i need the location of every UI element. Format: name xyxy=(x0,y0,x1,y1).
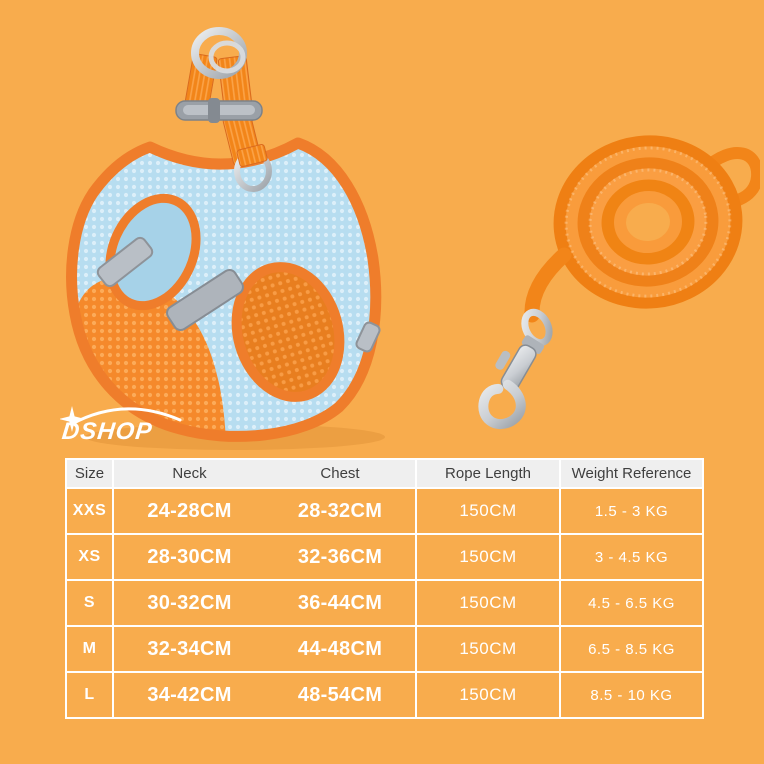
harness-photo xyxy=(50,15,400,450)
weight-cell: 8.5 - 10 KG xyxy=(559,671,704,719)
size-chart-table: Size Neck Chest Rope Length Weight Refer… xyxy=(65,458,704,719)
chest-cell: 32-36CM xyxy=(265,533,417,581)
logo-star-icon xyxy=(60,406,85,432)
col-header-size: Size xyxy=(65,458,114,489)
chest-cell: 48-54CM xyxy=(265,671,417,719)
weight-cell: 3 - 4.5 KG xyxy=(559,533,704,581)
reflective-strip xyxy=(96,236,381,353)
table-row-l: L 34-42CM 48-54CM 150CM 8.5 - 10 KG xyxy=(65,671,704,719)
table-row-xxs: XXS 24-28CM 28-32CM 150CM 1.5 - 3 KG xyxy=(65,487,704,535)
col-header-rope-length: Rope Length xyxy=(415,458,561,489)
chest-cell: 44-48CM xyxy=(265,625,417,673)
harness-trim xyxy=(66,137,382,442)
leash-snap-hook xyxy=(478,308,553,430)
harness-leghole xyxy=(231,262,345,402)
rope-length-cell: 150CM xyxy=(415,487,561,535)
chest-cell: 36-44CM xyxy=(265,579,417,627)
neck-cell: 34-42CM xyxy=(112,671,265,719)
col-header-chest: Chest xyxy=(265,458,417,489)
col-header-weight-reference: Weight Reference xyxy=(559,458,704,489)
leash-illustration xyxy=(478,135,764,430)
logo-text: DSHOP xyxy=(60,418,154,445)
weight-cell: 4.5 - 6.5 KG xyxy=(559,579,704,627)
leash-tail-strap xyxy=(524,247,572,323)
col-header-neck: Neck xyxy=(112,458,265,489)
chest-cell: 28-32CM xyxy=(265,487,417,535)
harness-d-ring xyxy=(234,143,272,192)
harness-illustration xyxy=(66,27,385,450)
rope-length-cell: 150CM xyxy=(415,671,561,719)
size-cell: XXS xyxy=(65,487,114,535)
table-row-xs: XS 28-30CM 32-36CM 150CM 3 - 4.5 KG xyxy=(65,533,704,581)
size-cell: S xyxy=(65,579,114,627)
rope-length-cell: 150CM xyxy=(415,625,561,673)
size-cell: M xyxy=(65,625,114,673)
brand-logo: DSHOP xyxy=(60,398,210,452)
size-cell: XS xyxy=(65,533,114,581)
neck-cell: 30-32CM xyxy=(112,579,265,627)
rope-length-cell: 150CM xyxy=(415,579,561,627)
harness-top-ring xyxy=(191,27,247,79)
table-row-s: S 30-32CM 36-44CM 150CM 4.5 - 6.5 KG xyxy=(65,579,704,627)
neck-cell: 24-28CM xyxy=(112,487,265,535)
rope-length-cell: 150CM xyxy=(415,533,561,581)
size-cell: L xyxy=(65,671,114,719)
weight-cell: 1.5 - 3 KG xyxy=(559,487,704,535)
table-row-m: M 32-34CM 44-48CM 150CM 6.5 - 8.5 KG xyxy=(65,625,704,673)
leash-photo xyxy=(460,115,764,435)
table-header-row: Size Neck Chest Rope Length Weight Refer… xyxy=(65,458,704,489)
neck-cell: 32-34CM xyxy=(112,625,265,673)
neck-cell: 28-30CM xyxy=(112,533,265,581)
leash-coil xyxy=(553,135,743,309)
weight-cell: 6.5 - 8.5 KG xyxy=(559,625,704,673)
